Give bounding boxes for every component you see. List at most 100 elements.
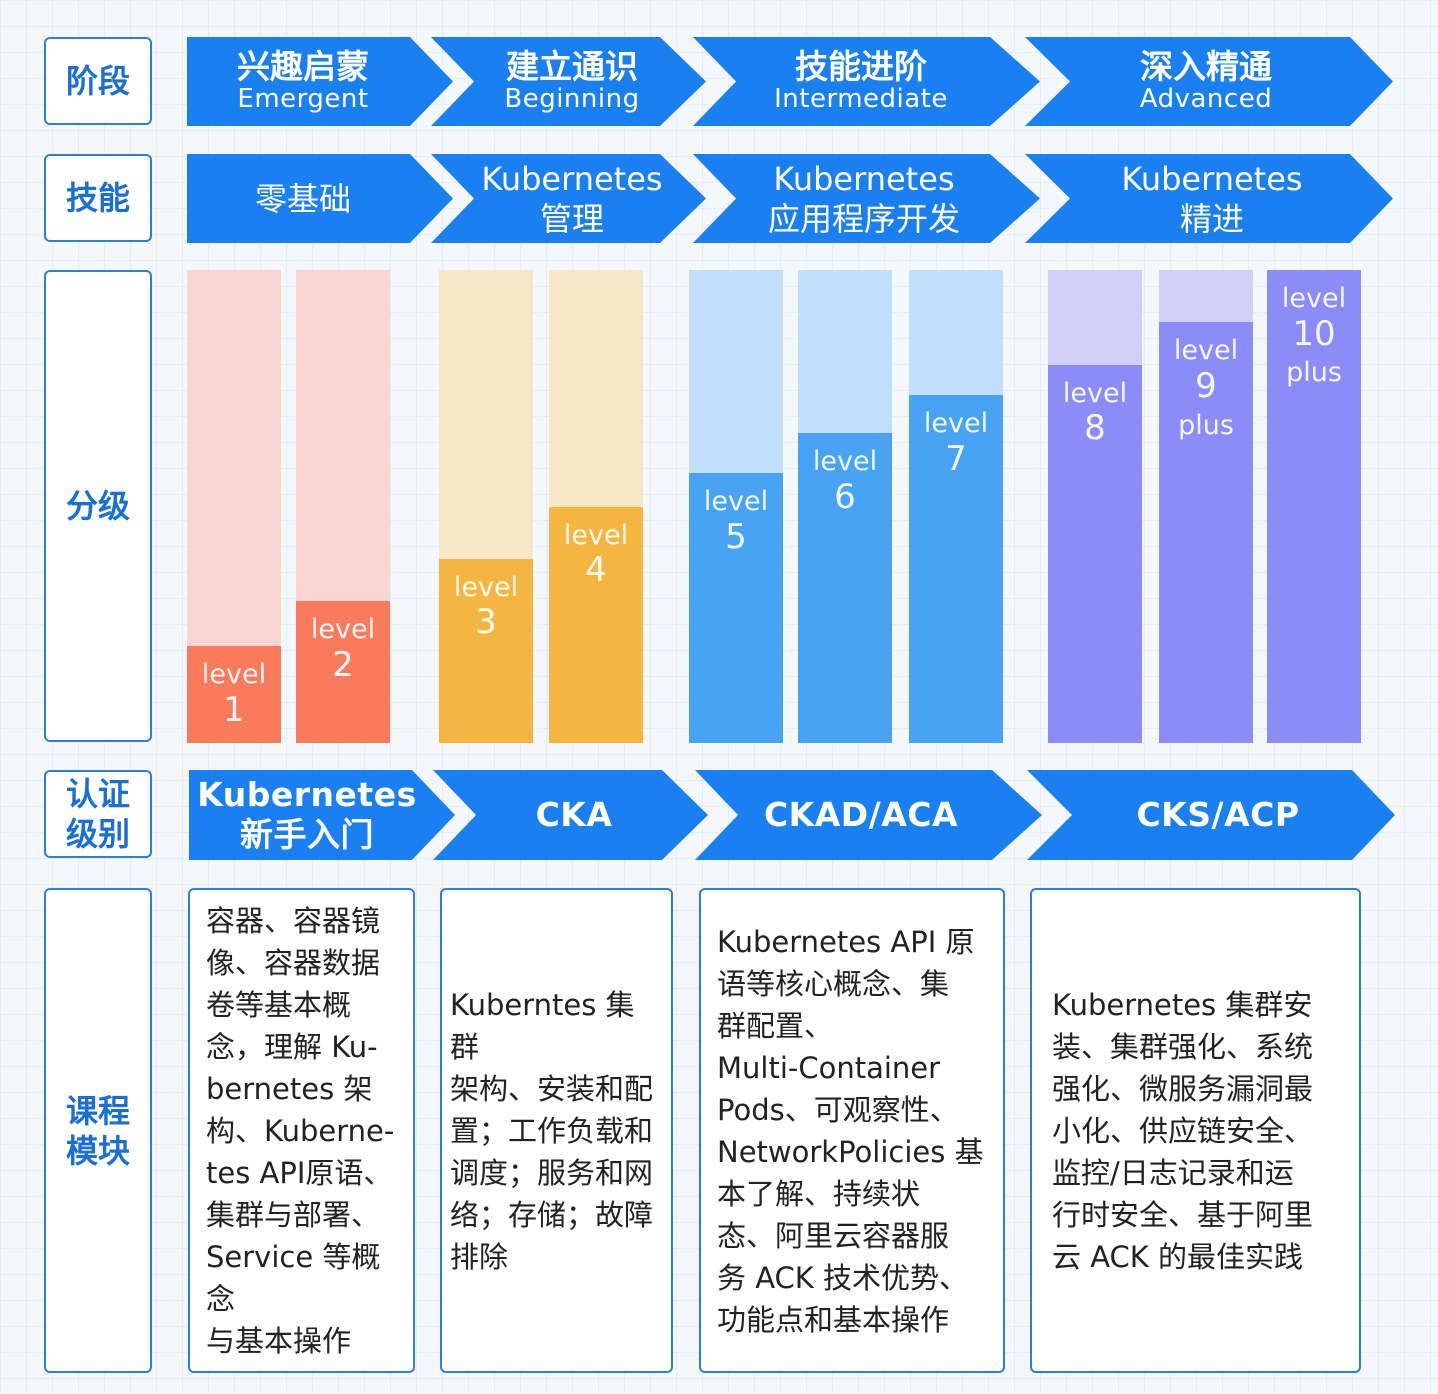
course-1-line: 与基本操作 bbox=[206, 1323, 352, 1358]
level-6-bar: level 6 bbox=[798, 433, 892, 743]
course-1-line: 集群与部署、 bbox=[206, 1197, 381, 1232]
cert-4-line1: CKS/ACP bbox=[1136, 795, 1300, 835]
level-7-word: level bbox=[923, 408, 989, 440]
course-box-3: Kubernetes API 原语等核心概念、集 群配置、 Multi-Contai… bbox=[699, 888, 1005, 1373]
level-5-bar: level 5 bbox=[689, 473, 783, 743]
course-1-line: 容器、容器镜 bbox=[206, 903, 381, 938]
level-6-number: 6 bbox=[834, 476, 856, 517]
level-1-number: 1 bbox=[223, 689, 245, 730]
level-9-word: level bbox=[1173, 335, 1239, 367]
level-2-number: 2 bbox=[332, 644, 354, 685]
level-4-bar: level 4 bbox=[549, 506, 643, 743]
level-9-number: 9 bbox=[1195, 365, 1217, 406]
row-label-course: 课程 模块 bbox=[44, 888, 152, 1373]
course-1-line: bernetes 架 bbox=[206, 1071, 373, 1106]
course-1-line: Service 等概念 bbox=[206, 1239, 381, 1316]
skill-1: 零基础 bbox=[187, 154, 419, 243]
course-box-4: Kubernetes 集群安 装、集群强化、系统 强化、微服务漏洞最 小化、供应链安全… bbox=[1030, 888, 1361, 1373]
skill-4: Kubernetes 精进 bbox=[1070, 154, 1354, 243]
course-1-line: 念，理解 Ku- bbox=[206, 1029, 378, 1064]
cert-1: Kubernetes 新手入门 bbox=[189, 770, 425, 860]
course-3-line: 务 ACK 技术优势、 bbox=[717, 1260, 969, 1295]
course-3-line: Multi-Container bbox=[717, 1050, 941, 1085]
course-3-line: 群配置、 bbox=[717, 1008, 834, 1043]
course-1-line: tes API原语、 bbox=[206, 1155, 393, 1190]
stage-2: 建立通识 Beginning bbox=[474, 37, 670, 126]
skill-2-line1: Kubernetes bbox=[481, 159, 663, 198]
chevron-row-cert bbox=[189, 770, 1395, 860]
course-3-line: 功能点和基本操作 bbox=[717, 1302, 950, 1337]
level-9-plus: plus bbox=[1178, 409, 1234, 441]
course-text-1: 容器、容器镜 像、容器数据 卷等基本概 念，理解 Ku-bernetes 架构、Kub… bbox=[206, 900, 403, 1362]
level-6-word: level bbox=[812, 446, 878, 478]
skill-2: Kubernetes 管理 bbox=[474, 154, 670, 243]
course-4-line: 强化、微服务漏洞最 bbox=[1052, 1071, 1314, 1106]
level-1-bar: level 1 bbox=[187, 646, 281, 743]
course-3-line: 态、阿里云容器服 bbox=[717, 1218, 950, 1253]
course-2-line: 调度；服务和网 bbox=[450, 1155, 654, 1190]
stage-4-cn: 深入精通 bbox=[1140, 47, 1272, 87]
skill-3-line1: Kubernetes bbox=[773, 159, 955, 198]
cert-2: CKA bbox=[476, 770, 672, 860]
course-2-line: 架构、安装和配 bbox=[450, 1071, 654, 1106]
chevron-skill-2 bbox=[431, 154, 706, 243]
chevron-skill-3 bbox=[693, 154, 1040, 243]
chevron-stage-1 bbox=[187, 37, 453, 126]
chevron-cert-2 bbox=[433, 770, 708, 860]
row-label-cert: 认证 级别 bbox=[44, 770, 152, 858]
level-3-word: level bbox=[453, 571, 519, 603]
course-2-line: 络；存储；故障 bbox=[450, 1197, 654, 1232]
course-4-line: 监控/日志记录和运 bbox=[1052, 1155, 1294, 1190]
level-10-word: level bbox=[1281, 283, 1347, 314]
skill-1-line1: 零基础 bbox=[254, 179, 351, 218]
stage-1: 兴趣启蒙 Emergent bbox=[187, 37, 419, 126]
row-label-skill: 技能 bbox=[44, 154, 152, 242]
skill-2-line2: 管理 bbox=[539, 199, 604, 238]
course-1-line: 构、Kuberne- bbox=[206, 1113, 395, 1148]
level-8-word: level bbox=[1062, 377, 1128, 409]
level-7-bar: level 7 bbox=[909, 395, 1003, 743]
course-1-line: 像、容器数据 bbox=[206, 945, 381, 980]
level-5-number: 5 bbox=[725, 517, 747, 558]
course-box-1: 容器、容器镜 像、容器数据 卷等基本概 念，理解 Ku-bernetes 架构、Kub… bbox=[188, 888, 415, 1373]
cert-3-line1: CKAD/ACA bbox=[763, 795, 959, 835]
row-label-grade: 分级 bbox=[44, 270, 152, 742]
stage-1-cn: 兴趣启蒙 bbox=[237, 47, 369, 87]
level-1-word: level bbox=[201, 659, 267, 691]
cert-2-line1: CKA bbox=[535, 795, 613, 835]
course-2-line: Kuberntes 集群 bbox=[450, 987, 635, 1064]
skill-4-line2: 精进 bbox=[1179, 199, 1244, 238]
stage-3-cn: 技能进阶 bbox=[795, 47, 927, 87]
skill-4-line1: Kubernetes bbox=[1121, 159, 1303, 198]
level-2-word: level bbox=[310, 614, 376, 646]
stage-4-en: Advanced bbox=[1139, 84, 1273, 115]
level-3-bar: level 3 bbox=[439, 558, 533, 743]
course-4-line: 小化、供应链安全、 bbox=[1052, 1113, 1314, 1148]
course-4-line: 云 ACK 的最佳实践 bbox=[1052, 1239, 1304, 1274]
course-3-line: Kubernetes API 原 bbox=[717, 924, 975, 959]
level-7-number: 7 bbox=[945, 439, 967, 480]
stage-2-en: Beginning bbox=[504, 84, 640, 115]
level-5-word: level bbox=[703, 486, 769, 518]
level-10-bar: level 10 plus bbox=[1267, 270, 1361, 743]
level-8-number: 8 bbox=[1084, 408, 1106, 449]
course-2-line: 置；工作负载和 bbox=[450, 1113, 654, 1148]
cert-1-line2: 新手入门 bbox=[240, 815, 374, 854]
level-2-bar: level 2 bbox=[296, 601, 390, 743]
course-text-3: Kubernetes API 原语等核心概念、集 群配置、 Multi-Contai… bbox=[717, 921, 984, 1341]
level-10-number: 10 bbox=[1292, 313, 1336, 354]
level-3-number: 3 bbox=[475, 602, 497, 643]
skill-3-line2: 应用程序开发 bbox=[767, 199, 960, 238]
course-3-line: 语等核心概念、集 bbox=[717, 966, 950, 1001]
course-text-2: Kuberntes 集群架构、安装和配 置；工作负载和 调度；服务和网 络；存储；故障… bbox=[450, 984, 661, 1278]
level-8-bar: level 8 bbox=[1048, 364, 1142, 743]
chevron-stage-2 bbox=[431, 37, 706, 126]
course-4-line: Kubernetes 集群安 bbox=[1052, 987, 1313, 1022]
course-4-line: 装、集群强化、系统 bbox=[1052, 1029, 1314, 1064]
stage-3-en: Intermediate bbox=[774, 84, 948, 115]
skill-3: Kubernetes 应用程序开发 bbox=[736, 154, 992, 243]
cert-3: CKAD/ACA bbox=[738, 770, 984, 860]
chevron-row-stage bbox=[187, 37, 1393, 126]
chevron-skill-1 bbox=[187, 154, 453, 243]
chevron-skill-4 bbox=[1025, 154, 1393, 243]
